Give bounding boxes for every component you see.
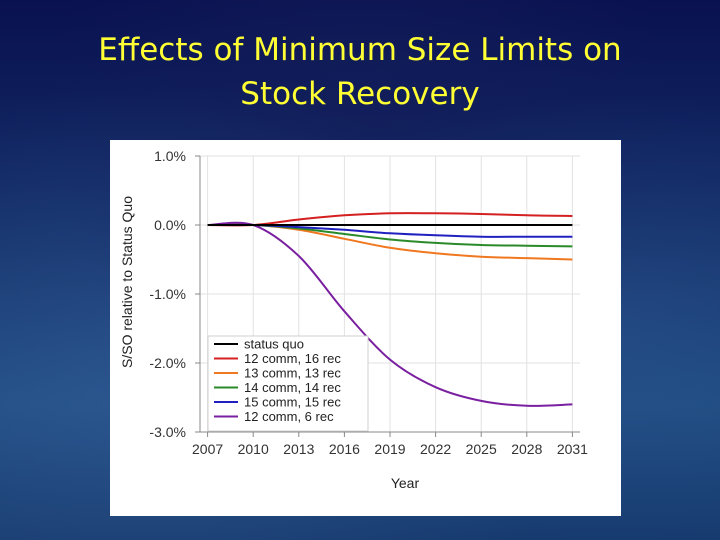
x-tick-label: 2013 — [283, 441, 314, 457]
legend-box — [207, 335, 369, 432]
line-chart: 1.0% 0.0% -1.0% -2.0% -3.0% 2007 2010 2013 2016 2… — [119, 148, 588, 491]
x-tick-label: 2016 — [329, 441, 360, 457]
x-tick-label: 2007 — [192, 441, 223, 457]
legend-label: 13 comm, 13 rec — [244, 366, 341, 381]
legend-label: status quo — [244, 337, 304, 352]
x-tick-label: 2028 — [511, 441, 542, 457]
y-tick-label: 0.0% — [154, 217, 186, 233]
legend-label: 14 comm, 14 rec — [244, 380, 341, 395]
x-tick-label: 2010 — [238, 441, 269, 457]
y-tick-label: 1.0% — [154, 148, 186, 164]
x-tick-label: 2031 — [557, 441, 588, 457]
legend-label: 15 comm, 15 rec — [244, 395, 341, 410]
chart-panel: 1.0% 0.0% -1.0% -2.0% -3.0% 2007 2010 2013 2016 2… — [110, 140, 621, 516]
series-line-12-comm-16-rec — [207, 212, 573, 227]
series-line-12-comm-6-rec — [207, 221, 573, 407]
y-tick-label: -2.0% — [149, 355, 186, 371]
slide-title-line-1: Effects of Minimum Size Limits on — [98, 32, 622, 68]
x-axis-title: Year — [391, 475, 420, 491]
legend-label: 12 comm, 16 rec — [244, 351, 341, 366]
y-tick-label: -3.0% — [149, 424, 186, 440]
y-tick-label: -1.0% — [149, 286, 186, 302]
slide-title: Effects of Minimum Size Limits on Stock … — [0, 28, 720, 116]
x-tick-label: 2022 — [420, 441, 451, 457]
x-tick-label: 2025 — [466, 441, 497, 457]
legend-label: 12 comm, 6 rec — [244, 409, 334, 424]
y-axis-title: S/SO relative to Status Quo — [119, 196, 135, 368]
x-tick-label: 2019 — [374, 441, 405, 457]
slide-title-line-2: Stock Recovery — [240, 76, 480, 112]
